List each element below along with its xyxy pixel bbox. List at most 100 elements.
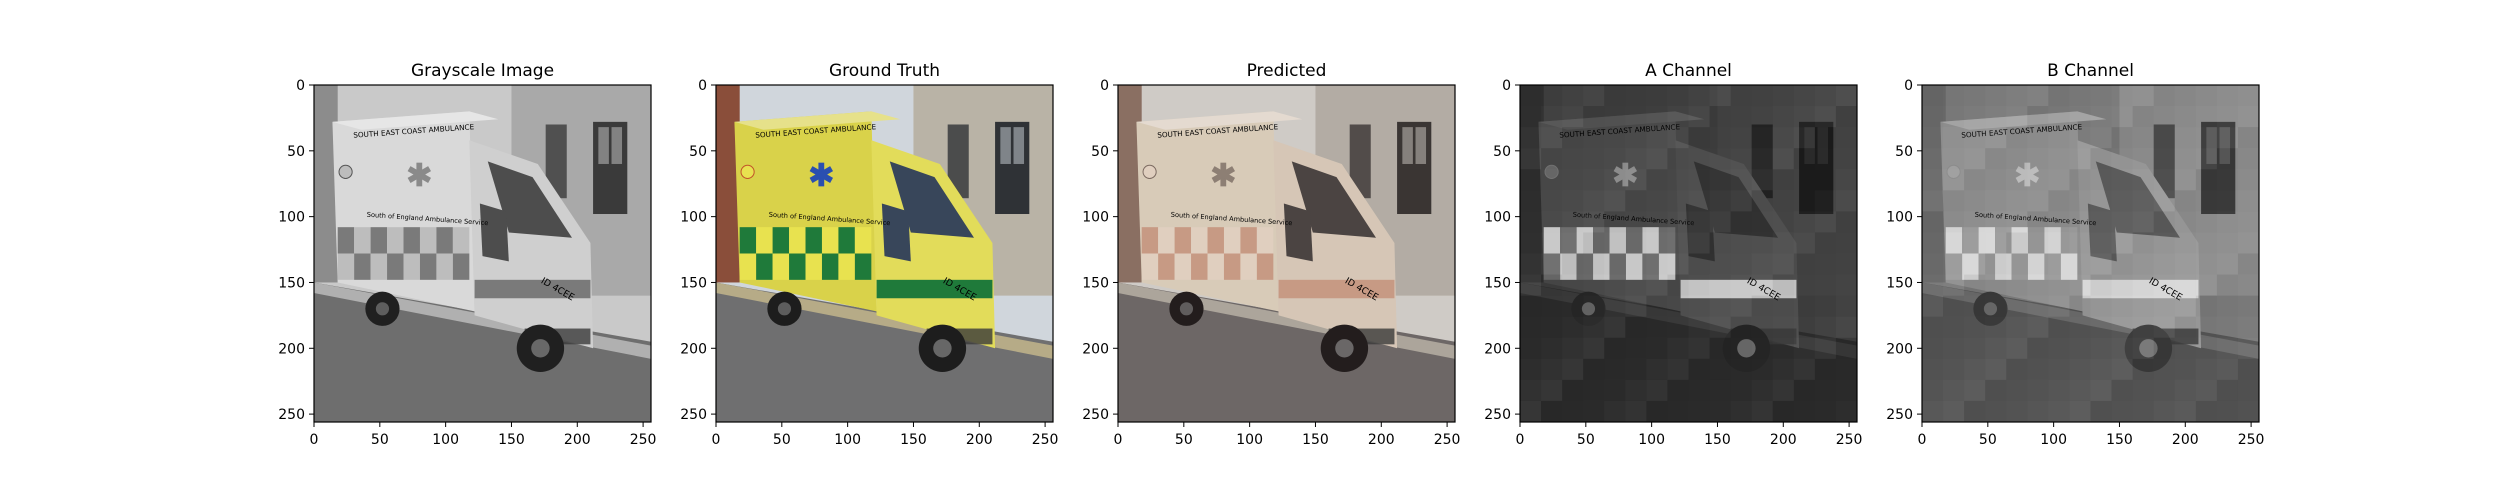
channel-texture bbox=[1752, 232, 1773, 253]
channel-texture bbox=[1943, 317, 1964, 338]
panel-title: Predicted bbox=[1247, 61, 1327, 81]
channel-texture bbox=[1815, 401, 1836, 422]
front-hub bbox=[1737, 339, 1756, 358]
channel-texture bbox=[1985, 296, 2006, 317]
battenburg-block bbox=[2027, 253, 2045, 280]
battenburg-block bbox=[1256, 227, 1274, 254]
channel-texture bbox=[1541, 190, 1562, 211]
channel-texture bbox=[1562, 253, 1584, 275]
channel-texture bbox=[2027, 401, 2048, 422]
channel-texture bbox=[1730, 85, 1752, 107]
channel-texture bbox=[1689, 85, 1710, 106]
channel-texture bbox=[1667, 359, 1688, 380]
battenburg-block bbox=[1207, 253, 1224, 280]
window-pane bbox=[1817, 127, 1829, 164]
channel-texture bbox=[1836, 359, 1857, 380]
channel-texture bbox=[1541, 106, 1562, 127]
channel-texture bbox=[1943, 232, 1964, 253]
battenburg-block bbox=[1560, 227, 1577, 254]
x-tick-label: 250 bbox=[2238, 432, 2265, 448]
channel-texture bbox=[1815, 254, 1836, 275]
channel-texture bbox=[2027, 254, 2048, 275]
channel-texture bbox=[2175, 338, 2196, 359]
channel-texture bbox=[1964, 379, 1986, 401]
channel-texture bbox=[2006, 169, 2027, 190]
channel-texture bbox=[1562, 338, 1583, 359]
channel-texture bbox=[1943, 359, 1964, 380]
battenburg-block bbox=[854, 227, 872, 254]
channel-texture bbox=[1689, 211, 1710, 232]
channel-texture bbox=[1985, 338, 2006, 359]
battenburg-block bbox=[789, 227, 806, 254]
channel-texture bbox=[1731, 380, 1752, 401]
channel-texture bbox=[2111, 358, 2133, 380]
battenburg-block bbox=[1593, 227, 1610, 254]
channel-texture bbox=[2027, 296, 2048, 317]
channel-texture bbox=[1583, 380, 1604, 401]
channel-texture bbox=[2196, 211, 2217, 232]
channel-texture bbox=[1604, 169, 1625, 190]
battenburg-block bbox=[370, 227, 388, 254]
y-tick-label: 250 bbox=[1484, 407, 1511, 423]
channel-texture bbox=[2153, 337, 2175, 359]
battenburg-block bbox=[1658, 253, 1676, 280]
x-tick-label: 100 bbox=[2040, 432, 2067, 448]
battenburg-block bbox=[1174, 253, 1192, 280]
channel-texture bbox=[1752, 359, 1773, 380]
channel-texture bbox=[1836, 190, 1857, 211]
channel-texture bbox=[2216, 148, 2238, 170]
axes-frame bbox=[313, 84, 652, 423]
channel-texture bbox=[2154, 148, 2175, 169]
channel-texture bbox=[1985, 127, 2007, 149]
channel-texture bbox=[1541, 338, 1562, 359]
channel-texture bbox=[2006, 358, 2028, 380]
channel-texture bbox=[1689, 190, 1710, 211]
channel-texture bbox=[1646, 380, 1667, 401]
channel-texture bbox=[1625, 190, 1647, 212]
battenburg-block bbox=[821, 253, 839, 280]
window-pane bbox=[2219, 127, 2231, 164]
channel-texture bbox=[1964, 232, 1985, 253]
channel-texture bbox=[1625, 359, 1646, 380]
channel-texture bbox=[1964, 85, 1985, 106]
channel-texture bbox=[1562, 169, 1583, 190]
channel-texture bbox=[1964, 359, 1985, 380]
channel-texture bbox=[1752, 106, 1773, 127]
channel-texture bbox=[1943, 211, 1964, 232]
channel-texture bbox=[1604, 85, 1626, 107]
channel-texture bbox=[2006, 275, 2027, 296]
channel-texture bbox=[2238, 401, 2259, 422]
channel-texture bbox=[1625, 127, 1646, 148]
x-tick-label: 0 bbox=[1918, 432, 1927, 448]
window-pane bbox=[1013, 127, 1025, 164]
battenburg-block bbox=[2060, 253, 2078, 280]
battenburg-block bbox=[1543, 253, 1561, 280]
channel-texture bbox=[1943, 148, 1964, 169]
crest-emblem bbox=[1946, 164, 1961, 179]
channel-texture bbox=[1562, 85, 1583, 106]
battenburg-block bbox=[756, 253, 773, 280]
channel-texture bbox=[2027, 148, 2048, 169]
battenburg-block bbox=[452, 253, 470, 280]
panel-title: Ground Truth bbox=[829, 61, 940, 81]
battenburg-block bbox=[452, 227, 470, 254]
y-tick-label: 200 bbox=[1484, 341, 1511, 357]
channel-texture bbox=[1922, 232, 1943, 253]
channel-texture bbox=[1772, 379, 1794, 401]
channel-texture bbox=[1815, 380, 1836, 401]
channel-texture bbox=[1752, 317, 1773, 338]
side-window bbox=[2087, 203, 2117, 262]
channel-texture bbox=[1922, 296, 1943, 317]
channel-texture bbox=[2132, 106, 2154, 128]
channel-texture bbox=[2174, 295, 2196, 317]
channel-texture bbox=[1667, 253, 1689, 275]
channel-texture bbox=[1541, 296, 1562, 317]
channel-texture bbox=[1583, 169, 1604, 190]
y-tick-label: 150 bbox=[680, 275, 707, 291]
battenburg-block bbox=[1240, 227, 1257, 254]
channel-texture bbox=[2133, 296, 2154, 317]
channel-texture bbox=[2175, 401, 2196, 422]
y-tick-label: 50 bbox=[1091, 144, 1109, 160]
channel-texture bbox=[1583, 358, 1605, 380]
